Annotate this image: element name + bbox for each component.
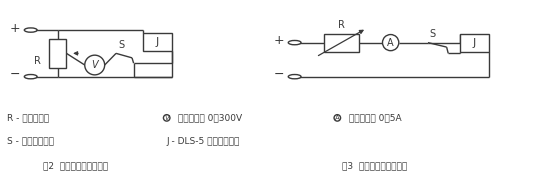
Text: J - DLS-5 双位置继电器: J - DLS-5 双位置继电器 xyxy=(167,137,240,146)
Text: +: + xyxy=(273,34,284,47)
Bar xyxy=(324,34,359,52)
Ellipse shape xyxy=(163,115,170,121)
Text: 图2  动作电压检验线路图: 图2 动作电压检验线路图 xyxy=(43,162,109,171)
Ellipse shape xyxy=(85,55,105,75)
Text: A: A xyxy=(388,38,394,48)
Bar xyxy=(143,33,172,51)
Text: V: V xyxy=(92,60,98,70)
Text: R: R xyxy=(34,56,41,66)
Text: V: V xyxy=(165,115,169,121)
Text: R: R xyxy=(338,20,345,30)
Text: S: S xyxy=(118,40,124,50)
Bar xyxy=(49,39,66,68)
Text: 图3  动作电流检验线路图: 图3 动作电流检验线路图 xyxy=(342,162,407,171)
Text: S: S xyxy=(429,29,435,39)
Text: A: A xyxy=(335,115,340,121)
Text: J: J xyxy=(473,38,477,48)
Text: R - 滑线电阻器: R - 滑线电阻器 xyxy=(7,113,49,122)
Text: −: − xyxy=(10,68,20,81)
Circle shape xyxy=(288,74,301,79)
Circle shape xyxy=(24,74,37,79)
Circle shape xyxy=(288,40,301,45)
Bar xyxy=(460,34,489,52)
Text: J: J xyxy=(156,37,159,47)
Text: −: − xyxy=(273,68,284,81)
Ellipse shape xyxy=(334,115,340,121)
Text: +: + xyxy=(10,22,20,35)
Text: 直流电压表 0～300V: 直流电压表 0～300V xyxy=(175,113,242,122)
Text: S - 单刀单掷开关: S - 单刀单掷开关 xyxy=(7,137,54,146)
Circle shape xyxy=(24,28,37,32)
Text: 直流电流表 0～5A: 直流电流表 0～5A xyxy=(346,113,401,122)
Ellipse shape xyxy=(383,35,399,51)
